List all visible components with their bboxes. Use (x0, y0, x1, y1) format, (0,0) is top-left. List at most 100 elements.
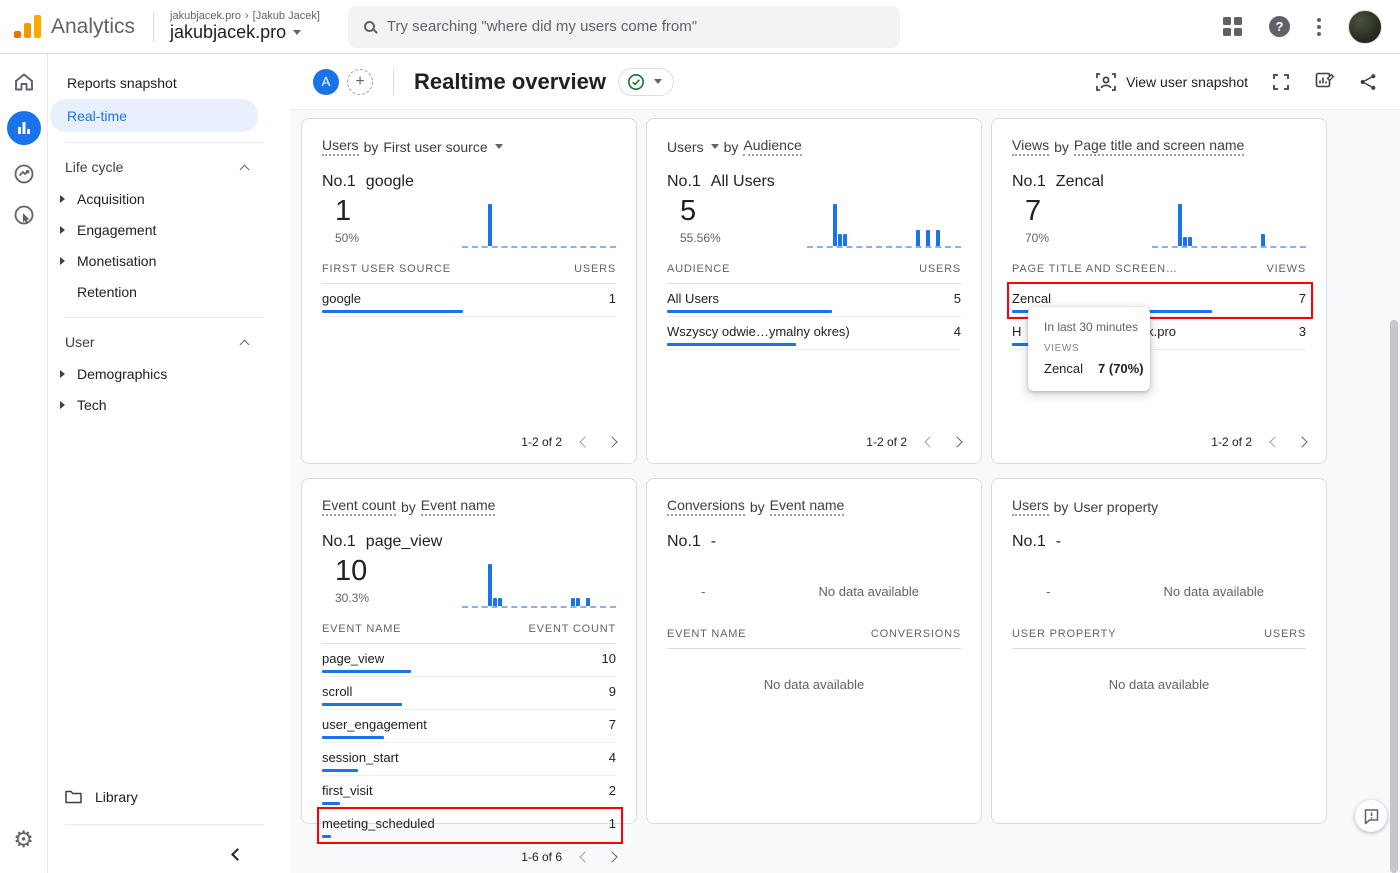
metric-percent: 30.3% (335, 591, 369, 605)
metric-value: 1 (335, 195, 359, 228)
next-page-icon[interactable] (606, 851, 617, 862)
scrollbar[interactable] (1390, 320, 1398, 873)
add-comparison-button[interactable]: + (347, 69, 373, 95)
next-page-icon[interactable] (606, 436, 617, 447)
rank-value: page_view (366, 533, 443, 551)
fullscreen-icon[interactable] (1271, 72, 1291, 92)
expand-arrow-icon[interactable] (60, 401, 65, 409)
row-value: 4 (609, 750, 616, 765)
user-snapshot-icon (1095, 72, 1117, 92)
page-title: Realtime overview (414, 69, 606, 95)
spacer (60, 288, 65, 296)
reports-icon[interactable] (7, 111, 41, 145)
spark-bar (493, 598, 497, 606)
table-row[interactable]: All Users5 (667, 284, 961, 317)
row-bar (322, 802, 340, 805)
table-row[interactable]: scroll9 (322, 677, 616, 710)
column-header-metric: USERS (574, 263, 616, 275)
data-quality-badge[interactable] (618, 68, 674, 96)
column-header-dimension: AUDIENCE (667, 263, 730, 275)
table-row[interactable]: google1 (322, 284, 616, 317)
comparison-chip[interactable]: A (313, 69, 339, 95)
expand-arrow-icon[interactable] (60, 370, 65, 378)
search-input[interactable] (387, 18, 884, 35)
card-title-dropdown[interactable]: Event countbyEvent name (322, 497, 616, 516)
spark-bar (488, 204, 492, 246)
divider (393, 69, 394, 95)
user-avatar[interactable] (1348, 10, 1382, 44)
collapse-sidebar-icon[interactable] (231, 848, 244, 861)
card-title-dropdown[interactable]: ViewsbyPage title and screen name (1012, 137, 1306, 156)
advertising-icon[interactable] (12, 203, 36, 227)
previous-page-icon[interactable] (924, 436, 935, 447)
metric-value: 7 (1025, 195, 1049, 228)
row-bar (322, 703, 402, 706)
spark-bar (498, 598, 502, 606)
account-switcher[interactable]: jakubjacek.pro › [Jakub Jacek] jakubjace… (170, 10, 320, 43)
top-item-line: No.1page_view (322, 533, 616, 551)
apps-grid-icon[interactable] (1223, 17, 1242, 36)
admin-gear-icon[interactable]: ⚙ (13, 828, 34, 851)
spark-slot (1183, 237, 1187, 246)
tooltip-metric-label: VIEWS (1044, 343, 1134, 354)
search-bar[interactable] (348, 6, 900, 48)
card-title-dropdown[interactable]: UsersbyAudience (667, 137, 961, 156)
sidebar-section-user[interactable]: User (48, 326, 290, 358)
customize-report-icon[interactable] (1314, 71, 1335, 92)
home-icon[interactable] (12, 70, 36, 94)
help-icon[interactable]: ? (1269, 16, 1290, 37)
more-options-icon[interactable] (1317, 18, 1321, 36)
table-row[interactable]: page_view10 (322, 644, 616, 677)
sidebar-item-retention[interactable]: Retention (48, 276, 290, 307)
tooltip-item-name: Zencal (1044, 361, 1083, 376)
table-row[interactable]: first_visit2 (322, 776, 616, 809)
card-title-dropdown[interactable]: ConversionsbyEvent name (667, 497, 961, 516)
sidebar-item-real-time[interactable]: Real-time (50, 99, 258, 132)
metric-label: Event count (322, 497, 396, 516)
table-row[interactable]: Wszyscy odwie…ymalny okres)4 (667, 317, 961, 350)
chevron-up-icon[interactable] (240, 339, 250, 349)
analytics-logo-icon[interactable] (14, 15, 41, 38)
next-page-icon[interactable] (1296, 436, 1307, 447)
sidebar-item-tech[interactable]: Tech (48, 389, 290, 420)
sidebar-item-monetisation[interactable]: Monetisation (48, 245, 290, 276)
expand-arrow-icon[interactable] (60, 257, 65, 265)
card-title-dropdown[interactable]: UsersbyFirst user source (322, 137, 616, 156)
expand-arrow-icon[interactable] (60, 195, 65, 203)
expand-arrow-icon[interactable] (60, 226, 65, 234)
table-row[interactable]: meeting_scheduled1 (322, 809, 616, 842)
chevron-up-icon[interactable] (240, 164, 250, 174)
sidebar-item-acquisition[interactable]: Acquisition (48, 183, 290, 214)
sidebar-item-engagement[interactable]: Engagement (48, 214, 290, 245)
next-page-icon[interactable] (951, 436, 962, 447)
table-row[interactable]: session_start4 (322, 743, 616, 776)
no-data-label: No data available (1164, 584, 1264, 599)
chevron-down-icon (495, 144, 503, 149)
spark-slot (1188, 237, 1192, 246)
spark-slot (833, 204, 837, 246)
sidebar-section-life-cycle[interactable]: Life cycle (48, 151, 290, 183)
row-label: Wszyscy odwie…ymalny okres) (667, 324, 850, 339)
card-title-dropdown[interactable]: UsersbyUser property (1012, 497, 1306, 516)
top-item-line: No.1Zencal (1012, 173, 1306, 191)
tooltip-item-value: 7 (70%) (1098, 361, 1144, 376)
view-user-snapshot-button[interactable]: View user snapshot (1095, 72, 1248, 92)
previous-page-icon[interactable] (579, 851, 590, 862)
previous-page-icon[interactable] (579, 436, 590, 447)
row-label: page_view (322, 651, 384, 666)
explore-icon[interactable] (12, 162, 36, 186)
view-user-snapshot-label: View user snapshot (1126, 74, 1248, 90)
metric-summary: -No data available (667, 569, 961, 613)
feedback-button[interactable] (1355, 800, 1387, 832)
metric-summary: -No data available (1012, 569, 1306, 613)
metric-summary: 1030.3% (322, 555, 616, 608)
table-row[interactable]: user_engagement7 (322, 710, 616, 743)
rank-label: No.1 (667, 173, 701, 191)
share-icon[interactable] (1358, 72, 1378, 92)
dimension-label: Event name (421, 497, 496, 516)
sidebar-item-reports-snapshot[interactable]: Reports snapshot (50, 66, 258, 99)
top-item-line: No.1All Users (667, 173, 961, 191)
sidebar-item-demographics[interactable]: Demographics (48, 358, 290, 389)
sidebar-item-library[interactable]: Library (48, 780, 290, 814)
previous-page-icon[interactable] (1269, 436, 1280, 447)
